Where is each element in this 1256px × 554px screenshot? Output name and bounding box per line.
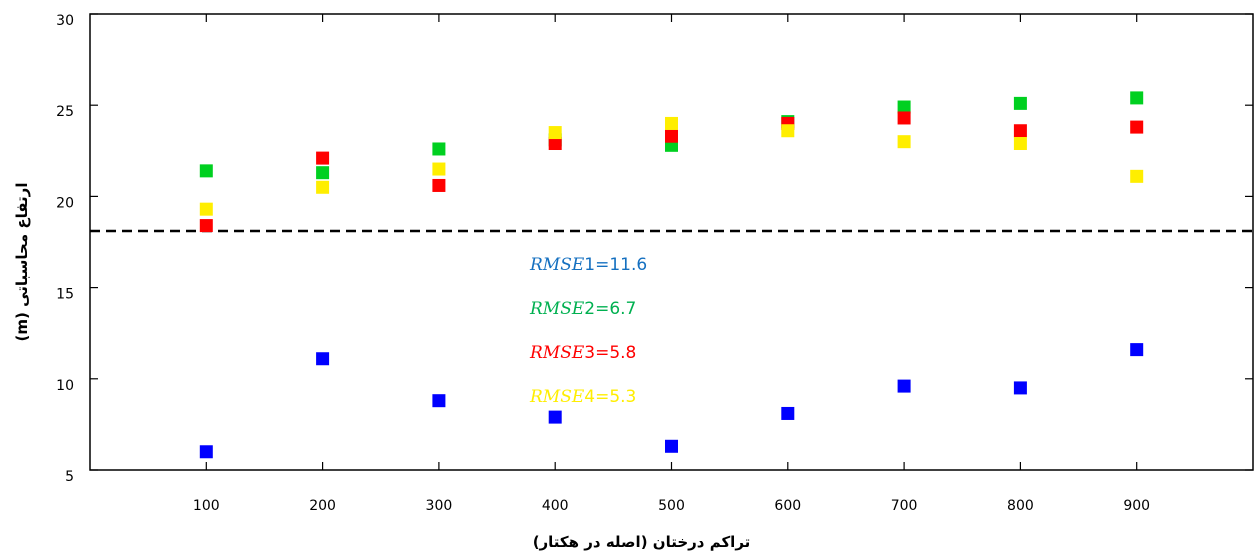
data-point-series-4 (1013, 137, 1027, 151)
data-point-series-3 (548, 137, 562, 151)
rmse-annotation-value: 2=6.7 (584, 299, 636, 319)
rmse-annotation-value: 4=5.3 (584, 387, 636, 407)
rmse-annotation-prefix: RMSE (529, 299, 585, 319)
points-layer (199, 91, 1144, 459)
x-tick-label: 300 (426, 498, 453, 514)
rmse-annotation-3: RMSE3=5.8 (529, 343, 636, 363)
data-point-series-3 (1130, 120, 1144, 134)
data-point-series-3 (897, 111, 911, 125)
data-point-series-4 (1130, 169, 1144, 183)
data-point-series-4 (432, 162, 446, 176)
data-point-series-2 (199, 164, 213, 178)
rmse-annotation-1: RMSE1=11.6 (529, 255, 647, 275)
y-tick-label: 5 (65, 469, 74, 485)
rmse-annotation-prefix: RMSE (529, 387, 585, 407)
data-point-series-2 (316, 166, 330, 180)
rmse-annotation-2: RMSE2=6.7 (529, 299, 636, 319)
data-point-series-3 (432, 178, 446, 192)
rmse-annotation-value: 3=5.8 (584, 343, 636, 363)
rmse-annotation-prefix: RMSE (529, 255, 585, 275)
data-point-series-4 (781, 124, 795, 138)
data-point-series-2 (897, 100, 911, 114)
data-point-series-3 (316, 151, 330, 165)
plot-area (89, 13, 1254, 471)
y-tick-label: 30 (56, 13, 74, 29)
data-point-series-1 (665, 439, 678, 453)
data-point-series-2 (1130, 91, 1144, 105)
y-tick-label: 25 (56, 104, 74, 120)
data-point-series-1 (548, 410, 562, 424)
data-point-series-4 (316, 180, 330, 194)
x-tick-label: 400 (542, 498, 569, 514)
y-tick-label: 10 (56, 378, 74, 394)
x-tick-label: 100 (193, 498, 220, 514)
x-tick-label: 500 (658, 498, 685, 514)
data-point-series-1 (199, 445, 213, 459)
rmse-annotation-value: 1=11.6 (584, 255, 647, 275)
data-point-series-4 (665, 116, 678, 130)
x-tick-label: 700 (891, 498, 918, 514)
data-point-series-1 (781, 406, 795, 420)
data-point-series-4 (199, 202, 213, 216)
data-point-series-3 (1013, 124, 1027, 138)
data-point-series-3 (199, 219, 213, 233)
x-axis-label: تراکم درختان (اصله در هکتار) (533, 533, 751, 551)
rmse-annotation-prefix: RMSE (529, 343, 585, 363)
data-point-series-2 (1013, 96, 1027, 110)
y-axis-label: ارتفاع محاسباتی (m) (13, 183, 31, 342)
data-point-series-1 (316, 352, 330, 366)
data-point-series-4 (897, 135, 911, 149)
y-tick-label: 20 (56, 195, 74, 211)
x-tick-label: 600 (774, 498, 801, 514)
data-point-series-3 (665, 129, 678, 143)
rmse-annotation-4: RMSE4=5.3 (529, 387, 636, 407)
x-tick-label: 900 (1123, 498, 1150, 514)
data-point-series-1 (1013, 381, 1027, 395)
data-point-series-2 (432, 142, 446, 156)
y-tick-label: 15 (56, 287, 74, 303)
data-point-series-1 (432, 394, 446, 408)
data-point-series-1 (1130, 343, 1144, 357)
data-point-series-4 (548, 126, 562, 140)
x-tick-label: 800 (1007, 498, 1034, 514)
ticks-layer: 100 200 300 400 500 600 700 800 900 5 10 15 20 25 30 (56, 13, 1253, 514)
data-point-series-1 (897, 379, 911, 393)
x-tick-label: 200 (309, 498, 336, 514)
